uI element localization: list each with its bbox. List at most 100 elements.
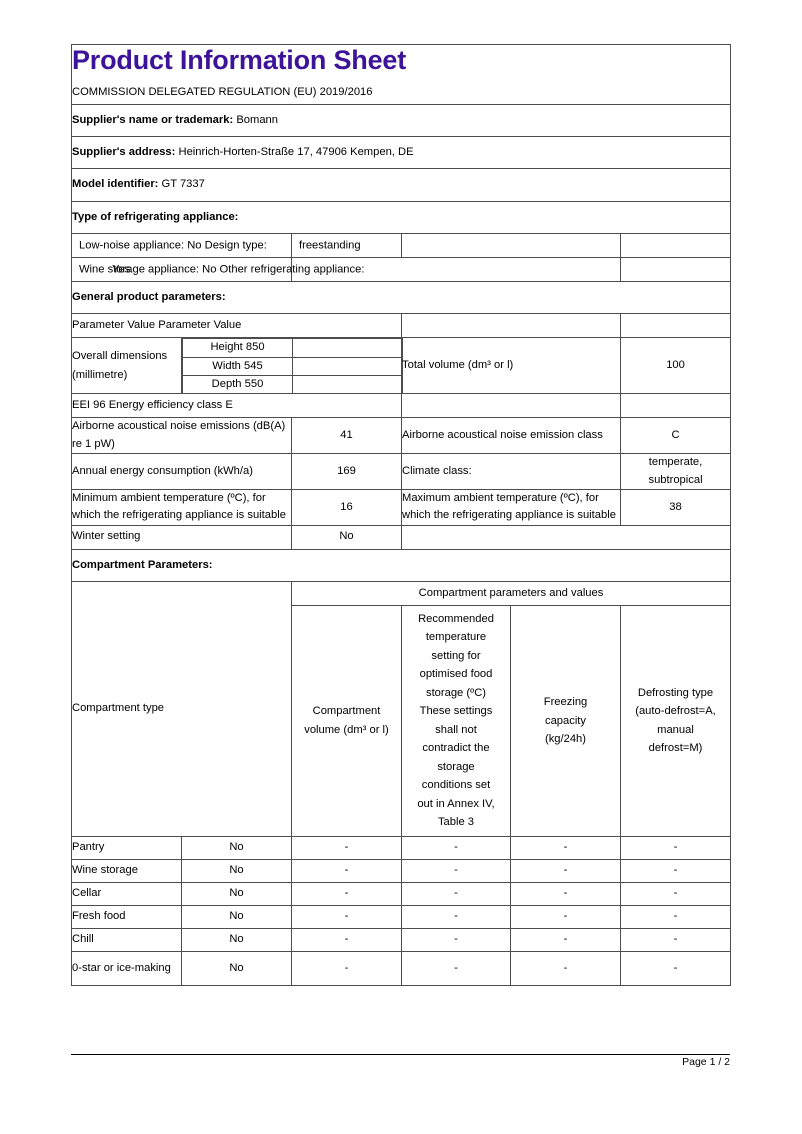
- parameter-header-empty-1: [401, 313, 621, 339]
- winter-setting-empty: [400, 524, 732, 550]
- dimension-row-height: Height 850: [182, 338, 403, 358]
- dimension-depth: Depth 550: [182, 375, 293, 394]
- compartment-defrosting: -: [620, 927, 731, 952]
- wine-storage-empty-cell: [619, 257, 732, 283]
- model-identifier-value: GT 7337: [161, 178, 205, 191]
- model-identifier-label: Model identifier:: [72, 178, 159, 191]
- energy-row: Annual energy consumption (kWh/a) 169 Cl…: [71, 453, 732, 490]
- other-refrigerating-value: Yes: [112, 262, 131, 275]
- dimension-depth-blank: [292, 375, 403, 394]
- wine-storage-row: Wine storage appliance: No Other refrige…: [71, 257, 732, 283]
- wine-storage-label-cell: Wine storage appliance: No Other refrige…: [71, 257, 364, 283]
- model-identifier-row: Model identifier: GT 7337: [70, 168, 732, 202]
- compartment-freezing: -: [510, 950, 621, 986]
- supplier-name-row: Supplier's name or trademark: Bomann: [70, 103, 732, 137]
- supplier-address-row: Supplier's address: Heinrich-Horten-Stra…: [70, 135, 732, 170]
- noise-value: 41: [291, 417, 402, 455]
- compartment-volume: -: [291, 927, 402, 952]
- appliance-type-heading-row: Type of refrigerating appliance:: [70, 200, 732, 235]
- compartment-temperature: -: [401, 858, 511, 883]
- compartment-freezing: -: [510, 835, 621, 860]
- dimension-row-width: Width 545: [182, 356, 403, 377]
- winter-setting-value: No: [291, 524, 402, 550]
- compartment-volume-header: Compartment volume (dm³ or l): [291, 604, 402, 837]
- compartment-freezing: -: [510, 858, 621, 883]
- compartment-present: No: [181, 881, 292, 906]
- compartment-values-group-header: Compartment parameters and values: [291, 580, 731, 606]
- noise-class-label: Airborne acoustical noise emission class: [401, 417, 621, 455]
- compartment-type: Chill: [71, 927, 182, 952]
- compartment-freezing-header: Freezing capacity (kg/24h): [510, 604, 621, 837]
- regulation-subtitle: COMMISSION DELEGATED REGULATION (EU) 201…: [72, 86, 373, 99]
- compartment-defrosting: -: [620, 904, 731, 929]
- compartment-defrosting: -: [620, 835, 731, 860]
- compartment-type-header: Compartment type: [71, 580, 292, 837]
- compartment-parameters-heading: Compartment Parameters:: [70, 548, 732, 582]
- eei-empty-1: [401, 393, 621, 419]
- general-parameters-heading: General product parameters:: [70, 281, 732, 315]
- supplier-address-cell: Supplier's address: Heinrich-Horten-Stra…: [70, 135, 732, 170]
- footer-divider: [71, 1054, 730, 1055]
- climate-class-value: temperate, subtropical: [619, 453, 732, 490]
- title-cell: Product Information Sheet COMMISSION DEL…: [70, 44, 732, 105]
- supplier-address-label: Supplier's address:: [72, 145, 176, 158]
- compartment-defrosting: -: [620, 858, 731, 883]
- compartment-temperature: -: [401, 927, 511, 952]
- compartment-volume: -: [291, 858, 402, 883]
- parameter-value-header: Parameter Value Parameter Value: [71, 313, 402, 339]
- min-temp-label: Minimum ambient temperature (ºC), for wh…: [71, 488, 292, 526]
- eei-label: EEI 96 Energy efficiency class E: [71, 393, 402, 419]
- total-volume-value: 100: [619, 337, 732, 395]
- design-type-value-cell: freestanding: [291, 233, 402, 259]
- noise-class-value: C: [619, 417, 732, 455]
- min-temp-value: 16: [291, 488, 402, 526]
- page-title: Product Information Sheet: [72, 45, 407, 75]
- winter-setting-row: Winter setting No: [71, 524, 732, 550]
- supplier-address-value: Heinrich-Horten-Straße 17, 47906 Kempen,…: [178, 145, 414, 158]
- compartment-freezing: -: [510, 881, 621, 906]
- eei-row: EEI 96 Energy efficiency class E: [71, 393, 732, 419]
- compartment-defrosting-header: Defrosting type (auto-defrost=A, manual …: [620, 604, 731, 837]
- parameter-header-empty-2: [619, 313, 732, 339]
- compartment-defrosting: -: [620, 881, 731, 906]
- supplier-name-value: Bomann: [236, 113, 278, 126]
- compartment-temperature: -: [401, 904, 511, 929]
- compartment-freezing: -: [510, 927, 621, 952]
- compartment-freezing: -: [510, 904, 621, 929]
- compartment-temperature: -: [401, 881, 511, 906]
- table-row: Pantry No - - - -: [71, 835, 731, 860]
- appliance-type-heading: Type of refrigerating appliance:: [70, 200, 732, 235]
- compartment-present: No: [181, 835, 292, 860]
- table-row: Wine storage No - - - -: [71, 858, 731, 883]
- other-refrigerating-value-cell: Yes: [112, 257, 621, 283]
- compartment-present: No: [181, 858, 292, 883]
- noise-label: Airborne acoustical noise emissions (dB(…: [71, 417, 292, 455]
- compartment-volume: -: [291, 950, 402, 986]
- winter-setting-label: Winter setting: [71, 524, 292, 550]
- compartment-temperature: -: [401, 950, 511, 986]
- compartment-type: Fresh food: [71, 904, 182, 929]
- supplier-name-cell: Supplier's name or trademark: Bomann: [70, 103, 732, 137]
- energy-label: Annual energy consumption (kWh/a): [71, 453, 292, 490]
- low-noise-label-cell: Low-noise appliance: No Design type:: [71, 233, 292, 259]
- dimensions-subtable: Height 850 Width 545 Depth 550: [182, 338, 403, 394]
- compartment-parameters-heading-row: Compartment Parameters:: [70, 548, 732, 582]
- compartment-present: No: [181, 927, 292, 952]
- table-row: 0-star or ice-making No - - - -: [71, 950, 731, 986]
- supplier-name-label: Supplier's name or trademark:: [72, 113, 234, 126]
- compartment-type: Cellar: [71, 881, 182, 906]
- low-noise-empty-cell: [401, 233, 621, 259]
- climate-class-label: Climate class:: [401, 453, 621, 490]
- compartment-present: No: [181, 950, 292, 986]
- max-temp-value: 38: [619, 488, 732, 526]
- dimension-row-depth: Depth 550: [182, 375, 403, 394]
- max-temp-label: Maximum ambient temperature (ºC), for wh…: [401, 488, 621, 526]
- low-noise-empty-cell-2: [619, 233, 732, 259]
- dimension-height-blank: [292, 338, 403, 358]
- dimensions-subtable-cell: Height 850 Width 545 Depth 550: [181, 337, 403, 395]
- dimension-width: Width 545: [182, 356, 293, 377]
- dimension-width-blank: [292, 356, 403, 377]
- eei-empty-2: [619, 393, 732, 419]
- dimensions-label: Overall dimensions (millimetre): [71, 337, 182, 395]
- compartment-column-header-row: Compartment volume (dm³ or l) Recommende…: [72, 604, 731, 837]
